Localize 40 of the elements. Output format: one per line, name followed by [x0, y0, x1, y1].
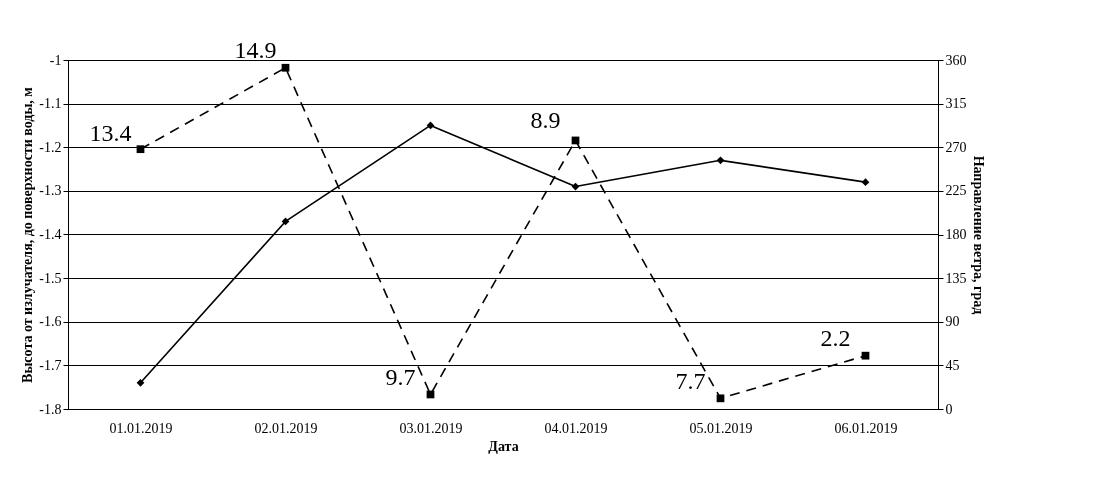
y2-tick-label: 0 [945, 401, 953, 417]
y2-tick-label: 270 [945, 139, 967, 155]
annotation: 8.9 [530, 106, 561, 133]
y2-tick-label: 180 [945, 227, 967, 242]
x-tick-label: 03.01.2019 [399, 420, 463, 436]
x-tick-label: 02.01.2019 [254, 420, 318, 436]
annotation: 9.7 [385, 363, 416, 390]
y-tick-label: -1.4 [39, 227, 62, 242]
point [281, 63, 290, 72]
annotation: 2.2 [820, 324, 851, 351]
point [716, 394, 725, 403]
x-tick-label: 05.01.2019 [689, 420, 753, 436]
y-tick-label: -1.8 [39, 401, 62, 417]
y2-tick-label: 315 [945, 96, 967, 112]
y-axis-title: Высота от излучателя, до поверхности воды, м [20, 86, 36, 383]
annotation: 14.9 [234, 36, 277, 63]
y-tick-label: -1.6 [39, 314, 62, 330]
x-tick-label: 01.01.2019 [109, 420, 173, 436]
point [136, 145, 145, 154]
point [861, 351, 870, 360]
annotation: 13.4 [89, 119, 132, 146]
y-tick-label: -1.7 [39, 357, 62, 373]
x-axis-title: Дата [488, 438, 519, 454]
y-tick-label: -1.3 [39, 183, 62, 199]
y-tick-label: -1 [49, 52, 62, 68]
y-tick-label: -1.2 [39, 139, 62, 155]
y-tick-label: -1.1 [39, 96, 62, 112]
y-tick-label: -1.5 [39, 270, 62, 286]
x-tick-label: 04.01.2019 [544, 420, 608, 436]
annotation: 7.7 [675, 368, 706, 395]
y2-tick-label: 45 [945, 357, 960, 373]
y2-tick-label: 135 [945, 270, 967, 286]
y2-tick-label: 225 [945, 183, 967, 199]
point [861, 178, 870, 187]
x-tick-label: 06.01.2019 [834, 420, 898, 436]
point [716, 156, 725, 165]
y2-axis-title: Направление ветра, град [970, 155, 986, 315]
y2-tick-label: 90 [945, 314, 960, 330]
point [136, 378, 145, 387]
y2-tick-label: 360 [945, 52, 967, 68]
